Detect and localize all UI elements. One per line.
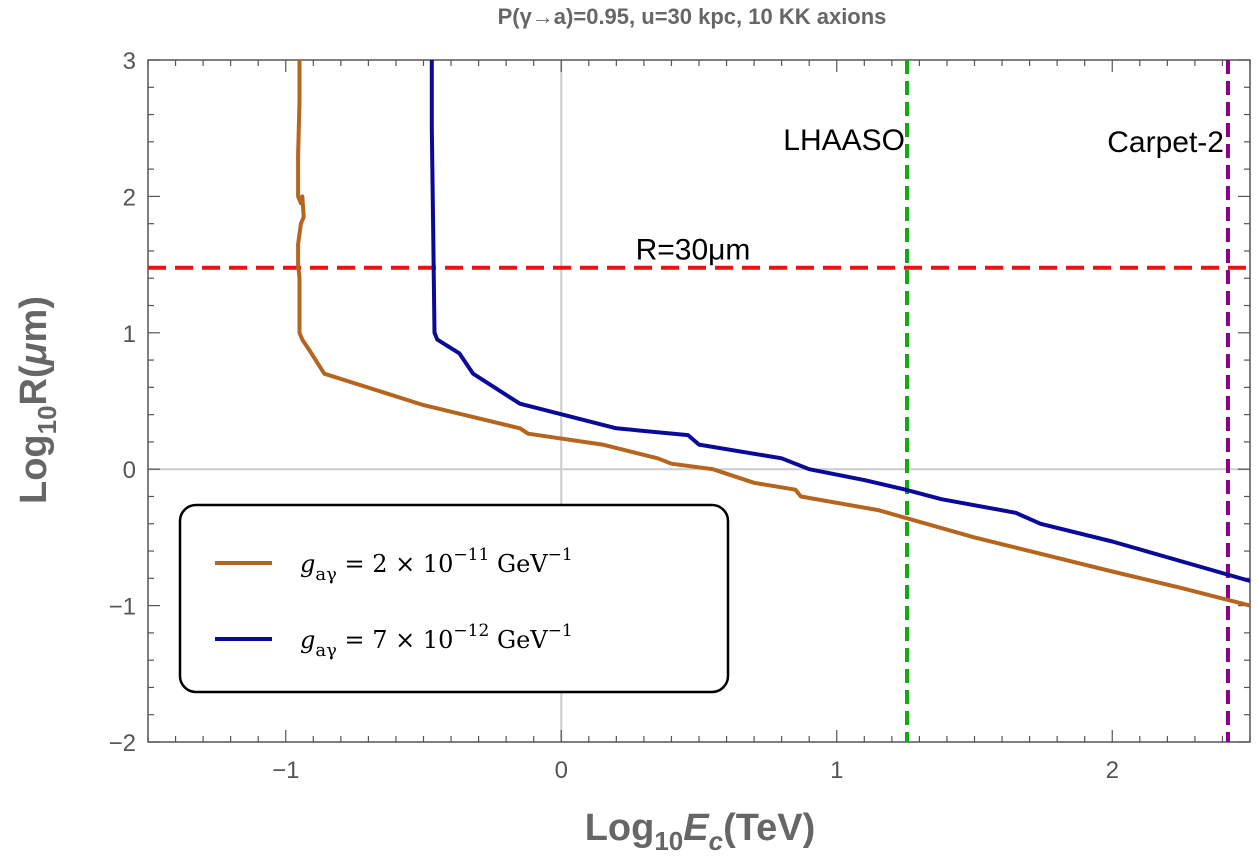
legend-text-part: = 7 × 10	[337, 626, 454, 654]
series-line-2	[429, 60, 1251, 583]
series-line-1	[296, 60, 1251, 608]
annotation-lhaaso: LHAASO	[783, 124, 905, 157]
axis-label-part: 10	[32, 405, 62, 434]
y-tick-label: 1	[123, 321, 136, 348]
legend-label-1: gaγ = 2 × 10−11 GeV−1	[300, 545, 573, 585]
y-tick-label: 3	[123, 48, 136, 75]
y-axis-label: Log10R(μm)	[13, 296, 62, 504]
axes: −1 0 1 2 −2 −1 0 1 2 3	[109, 48, 1251, 784]
legend-text-part: −1	[548, 545, 573, 565]
legend-box	[178, 503, 730, 694]
y-tick-label: −2	[109, 730, 136, 757]
axis-label-part: (TeV)	[723, 807, 815, 849]
annotation-r30: R=30μm	[636, 234, 751, 267]
annotations: R=30μm LHAASO Carpet-2	[636, 124, 1224, 267]
legend-text-part: aγ	[315, 564, 337, 585]
axis-label-part: R(	[13, 365, 55, 405]
reference-lines	[148, 60, 1250, 742]
legend-label-2: gaγ = 7 × 10−12 GeV−1	[300, 621, 573, 661]
chart-title: P(γ→a)=0.95, u=30 kpc, 10 KK axions	[498, 4, 887, 29]
axis-label-part: m)	[13, 296, 55, 342]
x-tick-label: 0	[555, 757, 568, 784]
legend-text-part: −12	[453, 621, 489, 641]
x-axis-label: Log10Ec(TeV)	[585, 807, 816, 856]
x-tick-label: 1	[830, 757, 843, 784]
y-tick-label: −1	[109, 594, 136, 621]
legend-text-part: g	[300, 550, 315, 578]
axis-label-part: c	[709, 826, 724, 856]
axis-label-part: 10	[654, 826, 683, 856]
series-lines	[296, 60, 1251, 608]
axis-label-part: μ	[13, 342, 55, 366]
legend-text-part: GeV	[489, 626, 548, 654]
legend-text-part: −11	[453, 545, 489, 565]
x-tick-label: 2	[1106, 757, 1119, 784]
legend-text-part: aγ	[315, 640, 337, 661]
axis-label-part: E	[683, 807, 710, 849]
legend-text-part: = 2 × 10	[337, 550, 454, 578]
legend-text-part: −1	[548, 621, 573, 641]
x-tick-label: −1	[272, 757, 299, 784]
axis-label-part: Log	[13, 434, 55, 504]
annotation-carpet2: Carpet-2	[1107, 126, 1224, 159]
y-tick-label: 0	[123, 457, 136, 484]
axis-label-part: Log	[585, 807, 655, 849]
legend-text-part: GeV	[489, 550, 548, 578]
legend-text-part: g	[300, 626, 315, 654]
y-tick-label: 2	[123, 184, 136, 211]
